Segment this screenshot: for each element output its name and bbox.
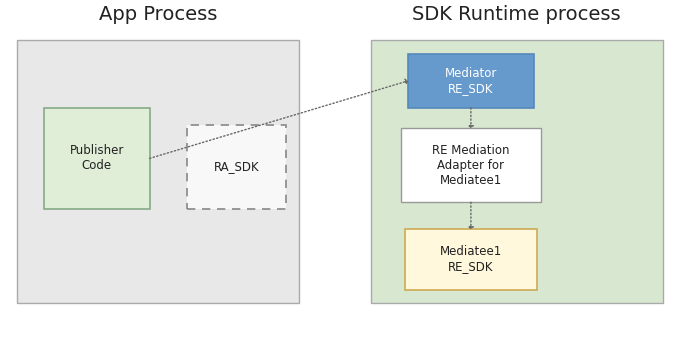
Text: RE Mediation
Adapter for
Mediatee1: RE Mediation Adapter for Mediatee1 (432, 144, 509, 187)
Bar (187, 125, 286, 209)
Text: App Process: App Process (99, 5, 218, 24)
Text: Mediator
RE_SDK: Mediator RE_SDK (445, 67, 497, 95)
Text: Mediatee1
RE_SDK: Mediatee1 RE_SDK (440, 245, 502, 274)
Bar (17, 40, 299, 303)
Bar (408, 54, 534, 108)
Text: Publisher
Code: Publisher Code (70, 144, 124, 173)
Text: SDK Runtime process: SDK Runtime process (413, 5, 621, 24)
Bar (405, 229, 537, 290)
Bar (44, 108, 150, 209)
Text: RA_SDK: RA_SDK (214, 160, 259, 173)
Bar (371, 40, 663, 303)
Bar (401, 128, 541, 202)
